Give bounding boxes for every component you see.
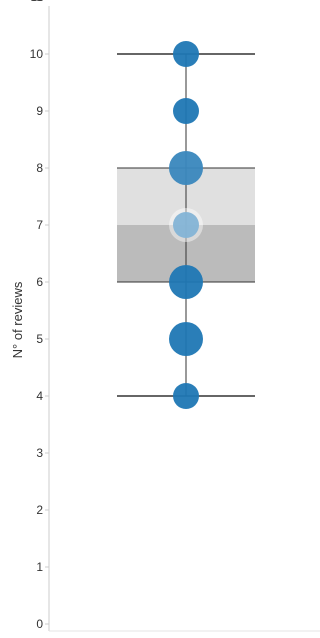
y-tick-label: 10	[30, 47, 44, 61]
y-tick-label: 11	[31, 0, 44, 4]
data-point	[169, 322, 203, 356]
y-tick-label: 5	[36, 332, 43, 346]
data-point	[173, 98, 199, 124]
median-point-fade	[169, 208, 203, 242]
y-tick-label: 6	[36, 275, 43, 289]
y-tick-label: 7	[36, 218, 43, 232]
y-tick-label: 4	[36, 389, 43, 403]
data-point	[173, 212, 199, 238]
y-tick-label: 1	[36, 560, 43, 574]
data-point	[169, 265, 203, 299]
y-tick-label: 8	[36, 161, 43, 175]
y-tick-label: 0	[36, 617, 43, 631]
y-tick-label: 3	[36, 446, 43, 460]
data-point	[173, 383, 199, 409]
data-point	[173, 41, 199, 67]
y-tick-label: 2	[36, 503, 43, 517]
y-tick-label: 9	[36, 104, 43, 118]
points-group	[169, 41, 203, 409]
y-axis: 0 1 2 3 4 5 6 7 8 9 10 11	[30, 0, 320, 632]
y-axis-title: N° of reviews	[10, 281, 25, 358]
data-point	[169, 151, 203, 185]
q3-point-fade	[169, 151, 203, 185]
